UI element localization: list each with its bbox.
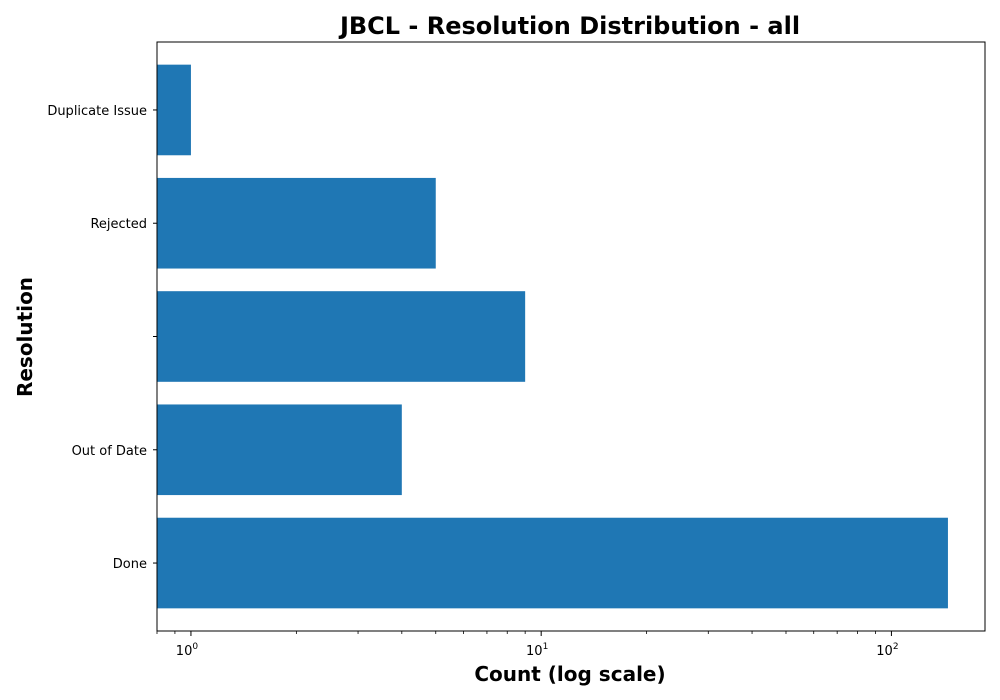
bars-group — [157, 64, 948, 609]
x-tick-label-2: 102 — [876, 642, 898, 659]
y-axis-label: Resolution — [13, 277, 37, 397]
x-tick-label-0: 100 — [176, 642, 199, 659]
y-tick-label-4: Duplicate Issue — [47, 104, 147, 119]
bar-4 — [157, 64, 191, 156]
bar-1 — [157, 404, 402, 496]
y-ticks-group: Done Out of Date Rejected Duplicate Issue — [47, 104, 157, 572]
x-tick-label-1: 101 — [526, 642, 548, 659]
y-tick-label-3: Rejected — [90, 217, 147, 232]
bar-0 — [157, 517, 948, 609]
x-axis-label: Count (log scale) — [474, 662, 665, 686]
x-ticks-group: 100 101 102 — [156, 631, 899, 659]
y-tick-label-1: Out of Date — [72, 444, 147, 459]
bar-2 — [157, 291, 526, 382]
y-tick-label-0: Done — [113, 557, 147, 572]
bar-3 — [157, 177, 436, 269]
chart-title: JBCL - Resolution Distribution - all — [338, 12, 800, 40]
